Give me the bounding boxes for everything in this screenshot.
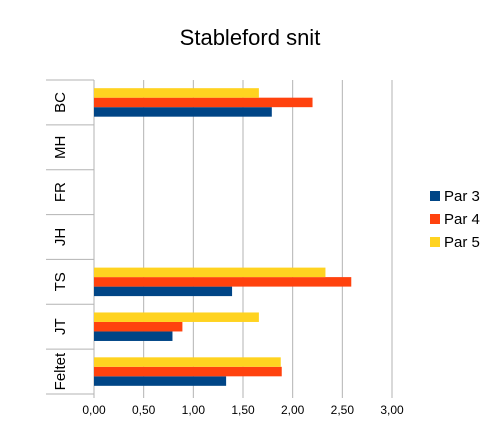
x-tick-label: 2,50 bbox=[331, 403, 355, 417]
category-label: TS bbox=[52, 272, 69, 291]
bar-par-3-ts bbox=[94, 286, 233, 297]
bar-par-4-ts bbox=[94, 277, 352, 287]
bar-par-4-feltet bbox=[94, 366, 282, 377]
category-label: BC bbox=[52, 92, 69, 113]
x-tick-label: 1,00 bbox=[182, 403, 206, 417]
legend-swatch-par-4 bbox=[430, 214, 440, 224]
legend-label: Par 5 bbox=[444, 234, 480, 251]
bar-par-5-feltet bbox=[94, 357, 281, 367]
category-label: JH bbox=[52, 228, 69, 246]
bar-par-5-jt bbox=[94, 312, 259, 322]
x-tick-label: 2,00 bbox=[281, 403, 305, 417]
bar-par-4-jt bbox=[94, 321, 183, 332]
legend-label: Par 4 bbox=[444, 211, 480, 228]
bar-par-3-bc bbox=[94, 107, 272, 117]
x-tick-label: 0,50 bbox=[132, 403, 156, 417]
bar-par-3-feltet bbox=[94, 376, 227, 386]
bar-par-5-ts bbox=[94, 267, 326, 278]
category-label: Feltet bbox=[52, 352, 69, 390]
legend: Par 3 Par 4 Par 5 bbox=[430, 188, 480, 251]
chart-title: Stableford snit bbox=[180, 25, 321, 50]
category-label: FR bbox=[52, 182, 69, 202]
x-tick-label: 3,00 bbox=[380, 403, 404, 417]
legend-label: Par 3 bbox=[444, 188, 480, 205]
bar-par-4-bc bbox=[94, 97, 313, 108]
x-tick-label: 0,00 bbox=[82, 403, 106, 417]
plot-area: 0,00 0,50 1,00 1,50 2,00 2,50 3,00 Feltet JT TS JH… bbox=[46, 79, 404, 417]
category-label: JT bbox=[52, 318, 69, 335]
legend-swatch-par-3 bbox=[430, 191, 440, 201]
legend-swatch-par-5 bbox=[430, 237, 440, 247]
bar-par-3-jt bbox=[94, 331, 173, 341]
category-label: MH bbox=[52, 136, 69, 159]
x-tick-label: 1,50 bbox=[231, 403, 255, 417]
bar-par-5-bc bbox=[94, 88, 259, 98]
